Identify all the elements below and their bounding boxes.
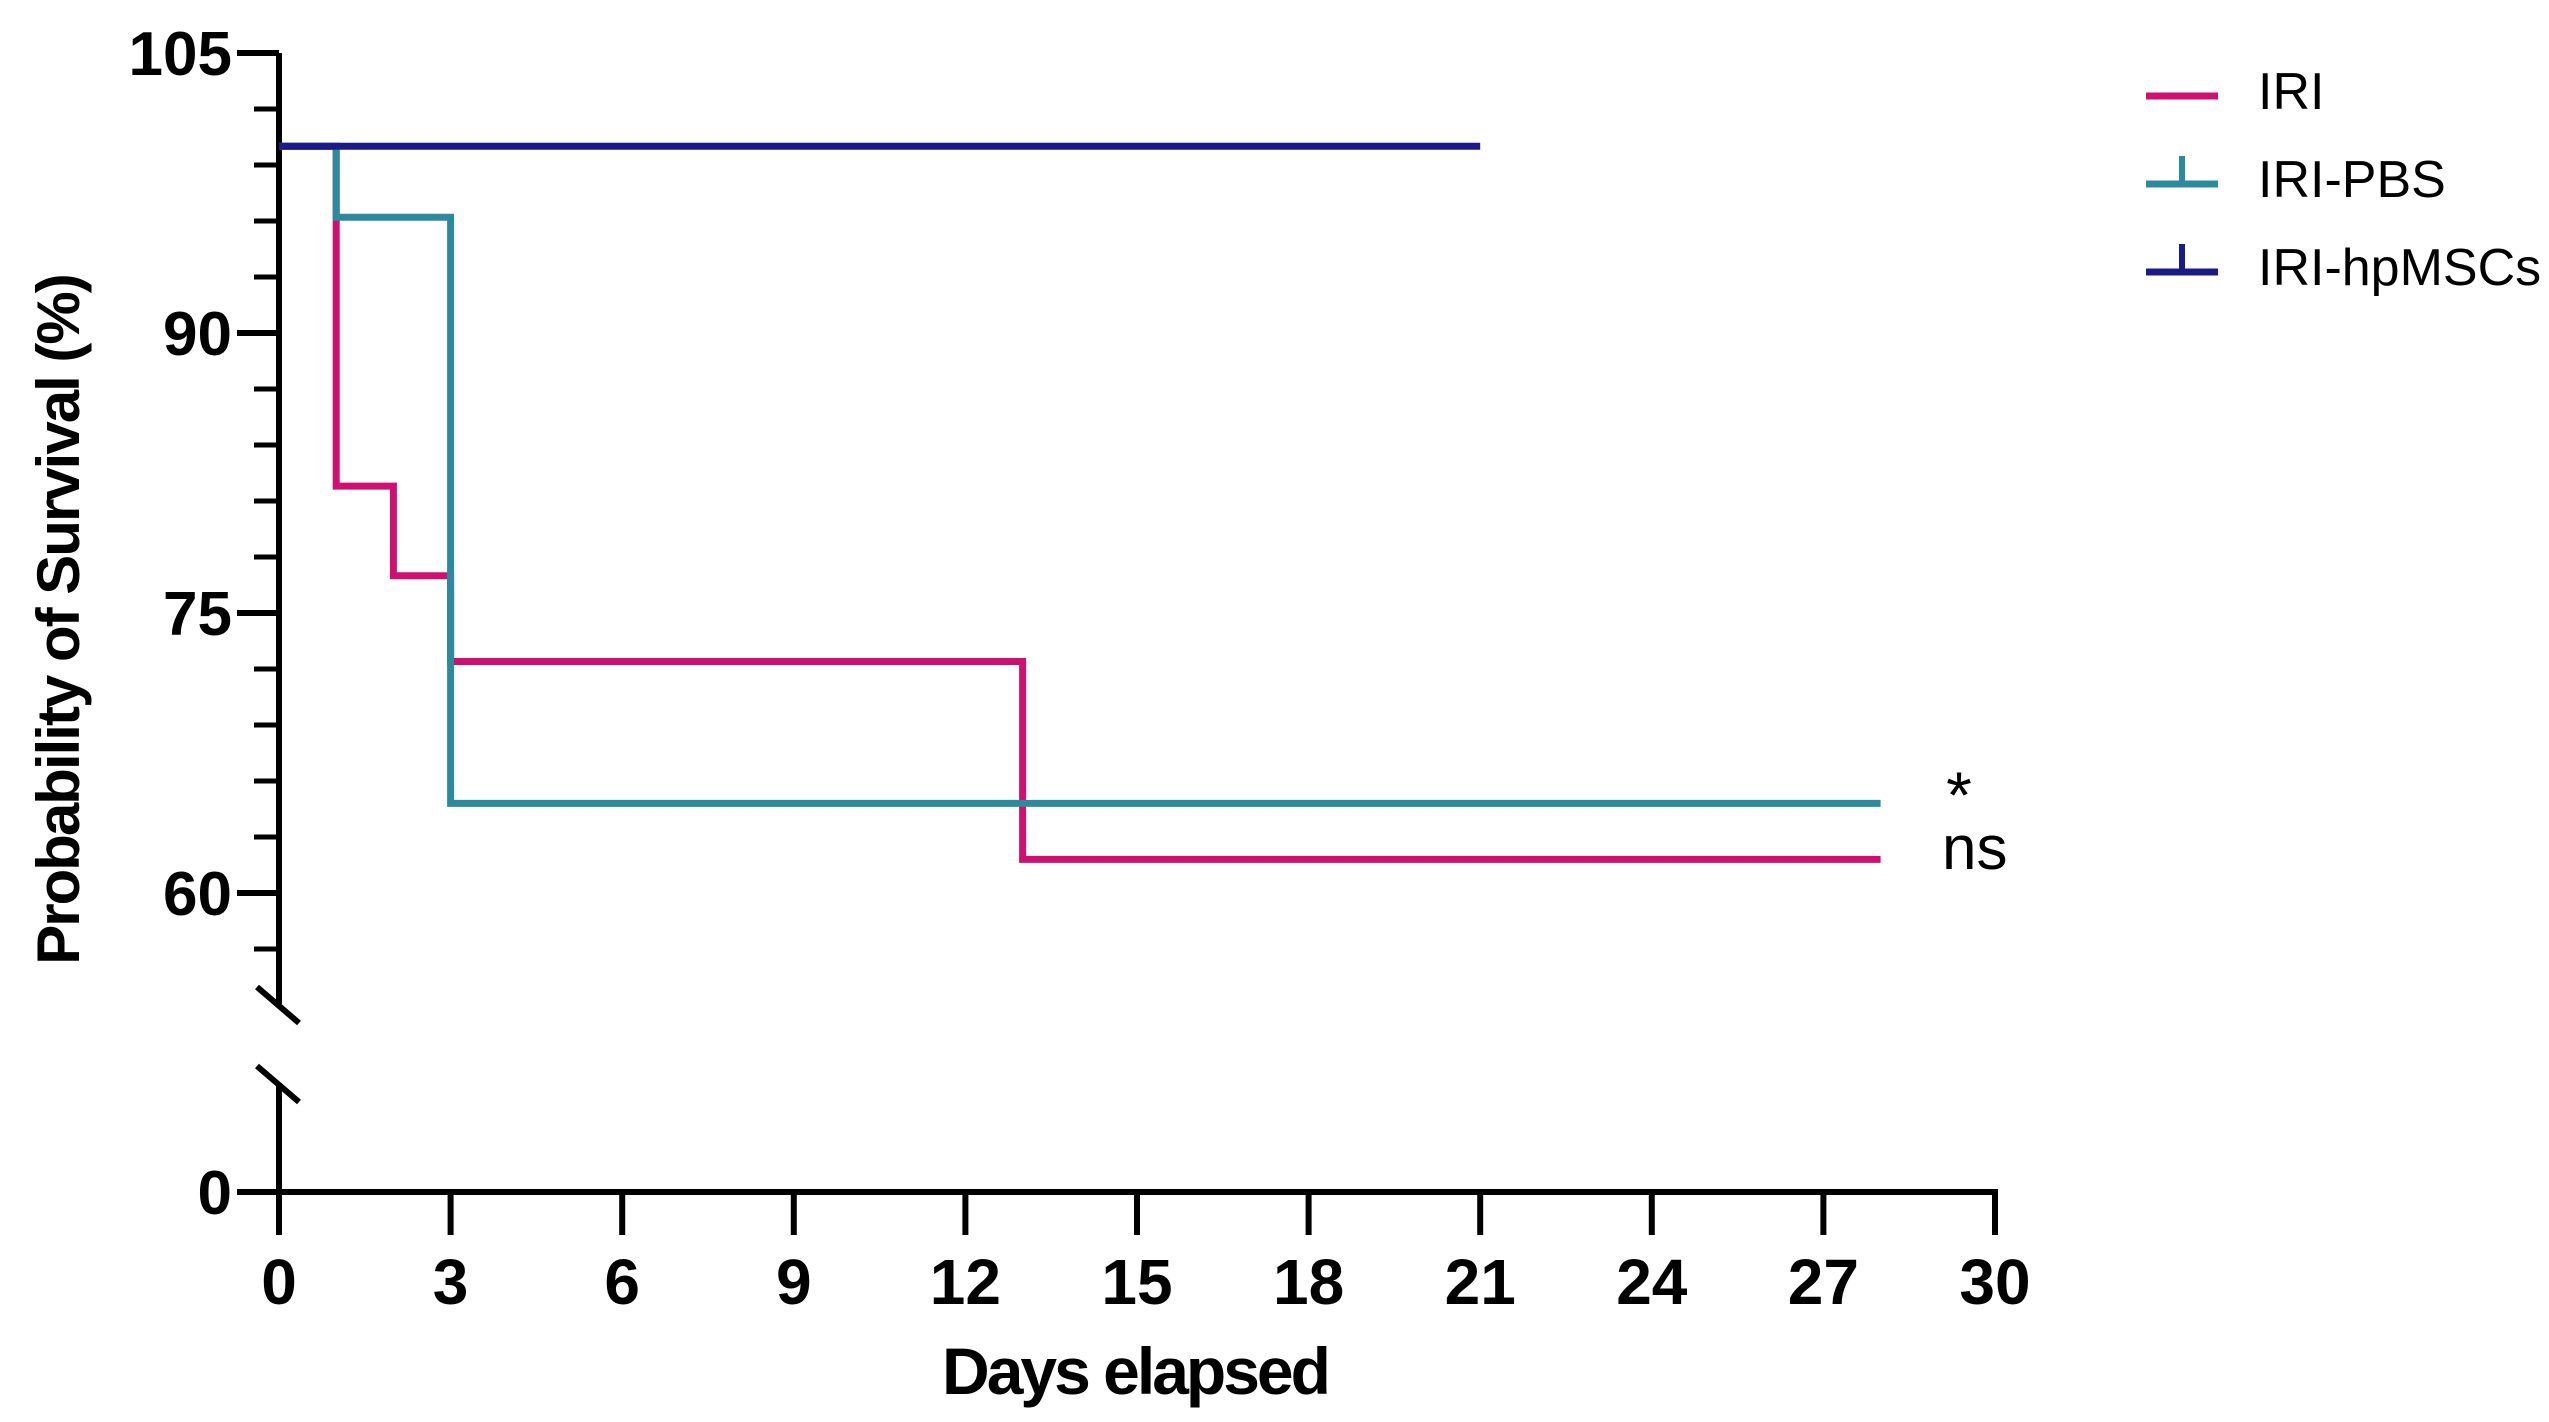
legend-item-iri: IRI — [2142, 48, 2541, 136]
line-marker-icon — [2146, 92, 2218, 100]
x-tick-label: 6 — [604, 1246, 640, 1318]
x-tick-label: 9 — [776, 1246, 812, 1318]
significance-star-annotation: * — [1946, 758, 1972, 832]
y-tick-label: 90 — [163, 300, 232, 369]
legend-item-iri-hpmscs: IRI-hpMSCs — [2142, 224, 2541, 312]
legend-item-iri-pbs: IRI-PBS — [2142, 136, 2541, 224]
survival-curve-iri-pbs — [279, 142, 1881, 807]
x-tick-label: 3 — [432, 1246, 469, 1318]
y-axis-break-slash-icon — [255, 984, 301, 1026]
y-tick-label: 0 — [197, 1159, 232, 1228]
line-censor-marker-icon — [2146, 244, 2218, 276]
y-tick-label: 60 — [163, 860, 232, 929]
y-tick-label: 75 — [163, 580, 232, 649]
x-tick-label: 0 — [261, 1246, 297, 1318]
line-censor-marker-icon — [2146, 156, 2218, 188]
legend-label-iri-pbs: IRI-PBS — [2258, 151, 2446, 209]
significance-ns-annotation: ns — [1942, 814, 2008, 883]
x-axis-title: Days elapsed — [942, 1334, 1331, 1408]
x-tick-label: 24 — [1616, 1246, 1688, 1318]
x-tick-label: 15 — [1101, 1246, 1173, 1318]
y-axis-title: Probability of Survival (%) — [25, 275, 92, 965]
x-tick-label: 18 — [1273, 1246, 1345, 1318]
x-tick-label: 21 — [1444, 1246, 1516, 1318]
survival-curve-iri — [279, 142, 1881, 863]
legend-label-iri-hpmscs: IRI-hpMSCs — [2258, 239, 2542, 297]
legend: IRI IRI-PBS IRI-hpMSCs — [2142, 48, 2541, 312]
x-tick-label: 12 — [929, 1246, 1001, 1318]
y-axis-break-slash-icon — [255, 1063, 301, 1105]
x-tick-label: 30 — [1959, 1246, 2031, 1318]
y-tick-label: 105 — [128, 20, 232, 89]
x-tick-label: 27 — [1787, 1246, 1859, 1318]
legend-label-iri: IRI — [2258, 63, 2325, 121]
